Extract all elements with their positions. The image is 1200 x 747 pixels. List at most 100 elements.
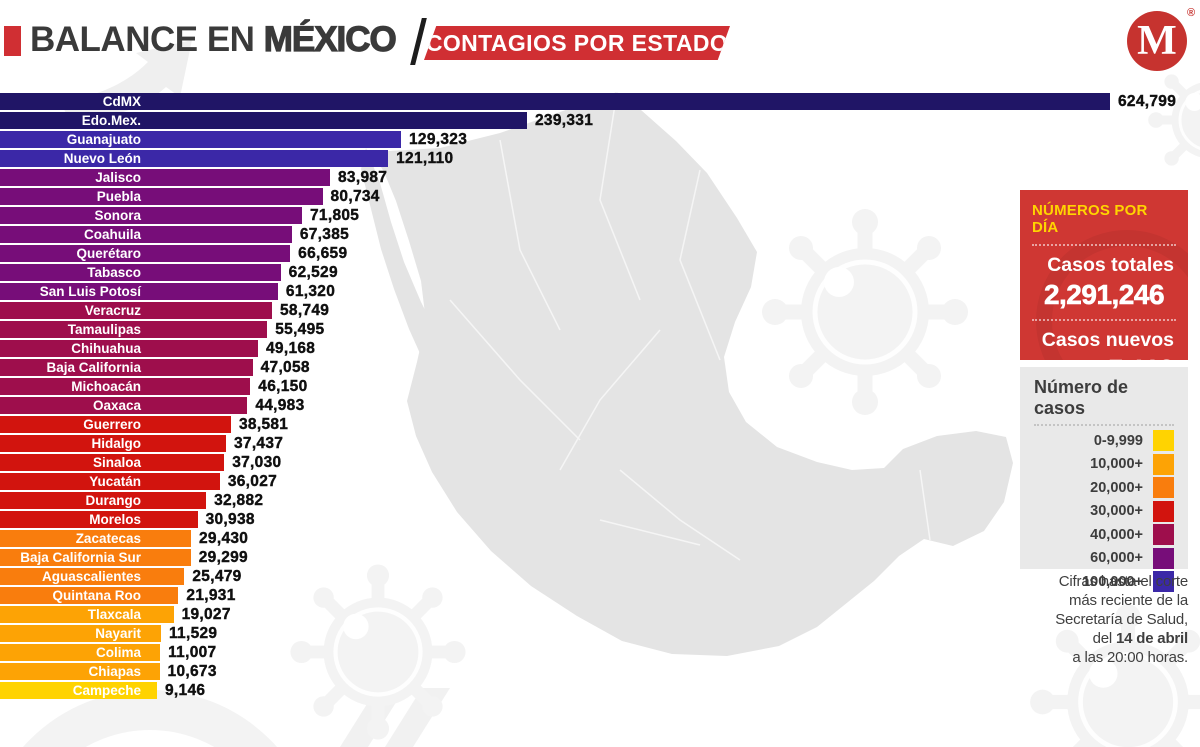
legend-item-label: 100,000+ bbox=[1082, 573, 1143, 590]
state-bar-row: Zacatecas 29,430 bbox=[0, 530, 1200, 549]
state-bar-label: Quintana Roo bbox=[52, 588, 142, 603]
page-title-bold: MÉXICO bbox=[263, 19, 397, 59]
state-bar-label: Coahuila bbox=[83, 227, 141, 242]
state-bar-value: 9,146 bbox=[165, 682, 206, 699]
state-bar-value: 44,983 bbox=[255, 397, 305, 414]
legend-item: 30,000+ bbox=[1034, 500, 1174, 522]
state-bar-row: Tamaulipas 55,495 bbox=[0, 321, 1200, 340]
legend-color-swatch bbox=[1153, 477, 1174, 498]
state-bar-row: Coahuila 67,385 bbox=[0, 226, 1200, 245]
state-bar-label: Tlaxcala bbox=[87, 607, 141, 622]
state-bar-value: 129,323 bbox=[409, 131, 468, 148]
state-bar-value: 47,058 bbox=[260, 359, 310, 376]
legend-item: 20,000+ bbox=[1034, 477, 1174, 498]
state-bar-label: Sonora bbox=[94, 208, 141, 223]
state-bar: Aguascalientes bbox=[0, 568, 185, 586]
legend-item-label: 60,000+ bbox=[1090, 550, 1143, 566]
title-slash-divider bbox=[410, 18, 427, 65]
state-bar-label: Oaxaca bbox=[92, 398, 141, 413]
subtitle-ribbon: CONTAGIOS POR ESTADO bbox=[424, 26, 730, 60]
state-bar-value: 71,805 bbox=[310, 207, 360, 224]
total-cases-label: Casos totales bbox=[1047, 254, 1174, 276]
state-bar-row: Sinaloa 37,030 bbox=[0, 454, 1200, 473]
state-bar-label: Tabasco bbox=[87, 265, 141, 280]
legend-color-swatch bbox=[1153, 524, 1174, 545]
state-bar-label: Nuevo León bbox=[63, 151, 141, 166]
state-bar: Sonora bbox=[0, 207, 302, 225]
state-bar-row: Tlaxcala 19,027 bbox=[0, 606, 1200, 625]
legend-item-label: 10,000+ bbox=[1090, 456, 1143, 472]
state-bar-value: 11,529 bbox=[168, 625, 218, 642]
state-bar-row: Morelos 30,938 bbox=[0, 511, 1200, 530]
legend-color-swatch bbox=[1153, 453, 1174, 475]
state-bar-label: Hidalgo bbox=[91, 436, 142, 451]
legend-item: 60,000+ bbox=[1034, 547, 1174, 569]
state-bar-label: Durango bbox=[85, 493, 142, 508]
state-bar: Edo.Mex. bbox=[0, 112, 527, 130]
state-bar-label: Sinaloa bbox=[92, 455, 141, 470]
footnote-line: a las 20:00 horas. bbox=[1072, 649, 1188, 666]
state-bar: Colima bbox=[0, 644, 161, 662]
state-bar: Tabasco bbox=[0, 264, 281, 282]
state-bar: Puebla bbox=[0, 188, 323, 206]
state-bar: Veracruz bbox=[0, 302, 272, 320]
state-bar-row: Chihuahua 49,168 bbox=[0, 340, 1200, 359]
footnote-line: del 14 de abril bbox=[1092, 630, 1189, 647]
state-bar-value: 239,331 bbox=[535, 112, 594, 129]
milenio-logo-letter: M bbox=[1137, 18, 1177, 64]
legend-color-swatch bbox=[1153, 500, 1174, 522]
state-bar-value: 58,749 bbox=[280, 302, 330, 319]
state-bar-value: 49,168 bbox=[266, 340, 316, 357]
legend-item-label: 30,000+ bbox=[1090, 503, 1143, 519]
state-bar-value: 29,299 bbox=[198, 549, 248, 566]
state-bar-row: Hidalgo 37,437 bbox=[0, 435, 1200, 454]
state-bar: Hidalgo bbox=[0, 435, 226, 453]
state-bar: Jalisco bbox=[0, 169, 330, 187]
state-bar-label: Guerrero bbox=[83, 417, 141, 432]
state-bar-value: 83,987 bbox=[338, 169, 388, 186]
state-bar: Baja California Sur bbox=[0, 549, 191, 567]
mexico-map bbox=[361, 91, 1013, 656]
state-bar-label: CdMX bbox=[102, 94, 141, 109]
milenio-logo[interactable]: M bbox=[1127, 11, 1187, 71]
state-bar: Campeche bbox=[0, 682, 157, 700]
state-bar: San Luis Potosí bbox=[0, 283, 278, 301]
state-bar-label: Edo.Mex. bbox=[81, 113, 141, 128]
state-bar: Nuevo León bbox=[0, 150, 389, 168]
state-bar-row: Jalisco 83,987 bbox=[0, 169, 1200, 188]
page-title-prefix: BALANCE EN bbox=[30, 20, 255, 59]
new-cases-value: 5,113 bbox=[1032, 354, 1176, 360]
state-bar-label: Querétaro bbox=[76, 246, 141, 261]
legend-panel: Número de casos 0-9,999 10,000+ 20,000+ 30,… bbox=[1020, 367, 1188, 592]
state-bar-value: 25,479 bbox=[192, 568, 242, 585]
state-bar: Morelos bbox=[0, 511, 198, 529]
header: BALANCE EN MÉXICO CONTAGIOS POR ESTADO M… bbox=[0, 0, 1200, 90]
legend-item: 10,000+ bbox=[1034, 453, 1174, 475]
state-bar-row: Veracruz 58,749 bbox=[0, 302, 1200, 321]
state-bar: Chihuahua bbox=[0, 340, 258, 358]
state-bar: Durango bbox=[0, 492, 207, 510]
state-bar-label: Tamaulipas bbox=[67, 322, 141, 337]
state-bar: Oaxaca bbox=[0, 397, 248, 415]
state-bar-value: 121,110 bbox=[396, 150, 454, 167]
dotted-separator bbox=[1034, 424, 1174, 426]
state-bar-label: Puebla bbox=[96, 189, 141, 204]
total-cases-value: 2,291,246 bbox=[1043, 279, 1165, 311]
footnote-line: Cifras hasta el corte bbox=[1058, 573, 1188, 590]
state-bar-label: Aguascalientes bbox=[41, 569, 141, 584]
state-bar: Guanajuato bbox=[0, 131, 401, 149]
state-bar: CdMX bbox=[0, 93, 1110, 111]
state-bar-value: 55,495 bbox=[275, 321, 325, 338]
legend-color-swatch bbox=[1153, 571, 1174, 592]
legend-color-swatch bbox=[1153, 430, 1174, 451]
title-accent-square bbox=[4, 26, 21, 56]
state-bar-label: Baja California Sur bbox=[20, 550, 141, 565]
state-bar-value: 21,931 bbox=[186, 587, 236, 604]
state-bar: Quintana Roo bbox=[0, 587, 179, 605]
state-bar-row: Durango 32,882 bbox=[0, 492, 1200, 511]
state-bar-value: 30,938 bbox=[205, 511, 255, 528]
legend-item-label: 20,000+ bbox=[1090, 479, 1143, 496]
legend-item: 0-9,999 bbox=[1034, 430, 1174, 451]
state-bar-value: 62,529 bbox=[288, 264, 338, 281]
